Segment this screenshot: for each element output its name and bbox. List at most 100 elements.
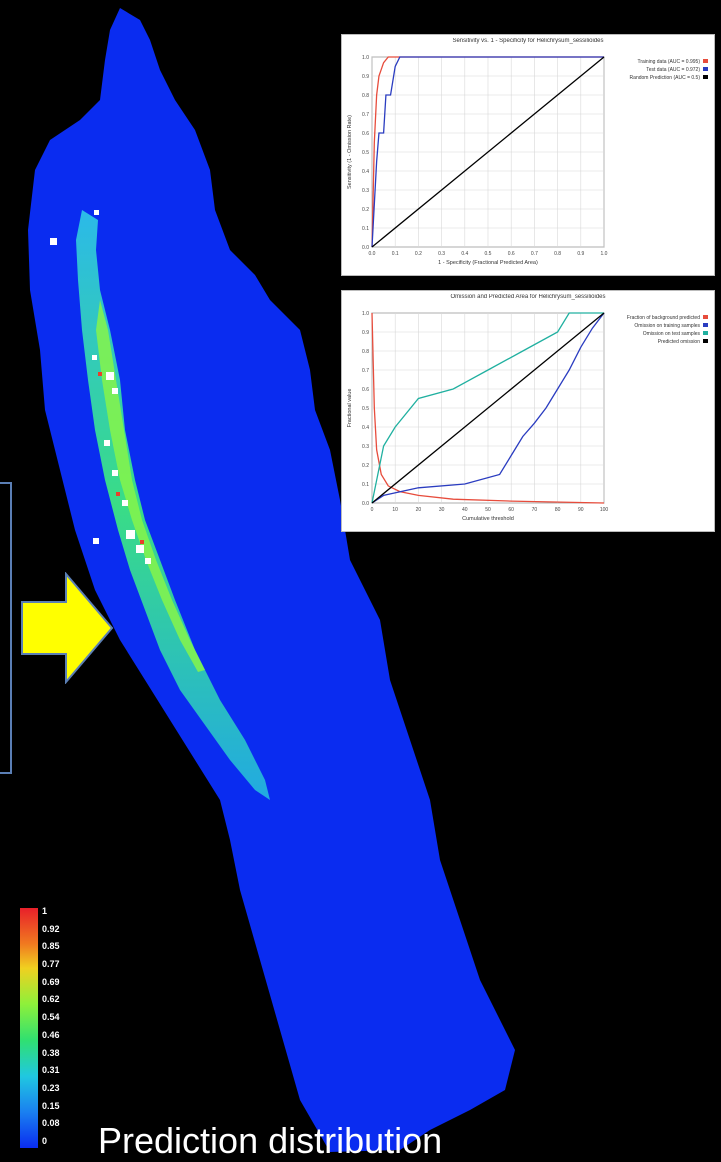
occurrence-point <box>104 440 110 446</box>
legend-entry: Predicted omission <box>658 339 700 345</box>
occurrence-point <box>126 530 135 539</box>
y-tick-label: 0.3 <box>362 188 369 194</box>
caption: Prediction distribution <box>98 1120 443 1161</box>
y-tick-label: 0.3 <box>362 444 369 450</box>
y-tick-label: 0.4 <box>362 169 369 175</box>
legend-entry: Omission on training samples <box>634 323 700 329</box>
y-tick-label: 0.7 <box>362 112 369 118</box>
scale-label: 0.69 <box>42 976 60 987</box>
x-tick-label: 0.4 <box>461 251 468 257</box>
series-line <box>371 56 604 248</box>
legend-swatch <box>703 331 708 335</box>
legend-entry: Omission on test samples <box>643 331 701 337</box>
legend-swatch <box>703 59 708 63</box>
x-tick-label: 80 <box>555 507 561 513</box>
occurrence-point <box>145 558 151 564</box>
scale-label: 0.31 <box>42 1065 60 1076</box>
color-scale-bar <box>20 908 38 1148</box>
scale-label: 0.77 <box>42 959 60 970</box>
habitat-core <box>96 300 205 672</box>
x-axis-label: Cumulative threshold <box>462 516 514 522</box>
roc-plot: 0.00.0 0.1 0.1 0.2 0.2 0.3 0.3 0.4 0.4 0.5 0.5 0.6 0… <box>347 55 708 266</box>
y-tick-label: 0.5 <box>362 406 369 412</box>
scale-label: 0.92 <box>42 923 60 934</box>
x-axis-label: 1 - Specificity (Fractional Predicted Ar… <box>438 260 538 266</box>
y-axis-label: Fractional value <box>347 389 353 428</box>
occurrence-points <box>50 210 151 564</box>
series-line <box>371 56 604 248</box>
scale-label: 0.54 <box>42 1012 60 1023</box>
scale-label: 1 <box>42 906 48 916</box>
occurrence-point <box>106 372 114 380</box>
occurrence-point <box>112 470 118 476</box>
scale-label: 0 <box>42 1136 48 1146</box>
x-tick-label: 70 <box>532 507 538 513</box>
omission-chart-title: Omission and Predicted Area for Helichry… <box>450 294 606 300</box>
omission-chart: Omission and Predicted Area for Helichry… <box>341 290 715 532</box>
occurrence-point <box>136 545 144 553</box>
x-tick-label: 0.9 <box>577 251 584 257</box>
series-line <box>371 312 605 504</box>
x-tick-label: 1.0 <box>601 251 608 257</box>
x-tick-label: 0.2 <box>415 251 422 257</box>
y-tick-label: 0.0 <box>362 501 369 507</box>
scale-label: 0.46 <box>42 1029 60 1040</box>
series-line <box>371 312 604 504</box>
y-tick-label: 0.7 <box>362 368 369 374</box>
scale-label: 0.23 <box>42 1082 60 1093</box>
y-tick-label: 0.2 <box>362 463 369 469</box>
hotspots <box>98 372 144 544</box>
y-tick-label: 0.9 <box>362 330 369 336</box>
scale-label: 0.38 <box>42 1047 60 1058</box>
x-tick-label: 0.6 <box>508 251 515 257</box>
occurrence-point <box>122 500 128 506</box>
x-tick-label: 40 <box>462 507 468 513</box>
y-tick-label: 0.4 <box>362 425 369 431</box>
x-tick-label: 0 <box>371 507 374 513</box>
y-tick-label: 0.0 <box>362 245 369 251</box>
x-tick-label: 0.8 <box>554 251 561 257</box>
x-tick-label: 90 <box>578 507 584 513</box>
hotspot <box>98 372 102 376</box>
occurrence-point <box>93 538 99 544</box>
x-tick-label: 30 <box>439 507 445 513</box>
y-tick-label: 0.8 <box>362 93 369 99</box>
y-tick-label: 0.1 <box>362 482 369 488</box>
suitable-habitat-band <box>76 210 270 800</box>
scale-label: 0.85 <box>42 941 60 952</box>
legend-entry: Fraction of background predicted <box>627 315 700 321</box>
occurrence-point <box>50 238 57 245</box>
x-tick-label: 10 <box>392 507 398 513</box>
y-tick-label: 0.6 <box>362 387 369 393</box>
roc-chart-title: Sensitivity vs. 1 - Specificity for Heli… <box>452 38 604 44</box>
region-shape <box>28 8 515 1152</box>
occurrence-point <box>112 388 118 394</box>
right-arrow-icon <box>21 572 114 684</box>
y-tick-label: 1.0 <box>362 55 369 61</box>
x-tick-label: 0.0 <box>369 251 376 257</box>
series-line <box>371 56 605 248</box>
x-tick-label: 20 <box>416 507 422 513</box>
scale-label: 0.62 <box>42 994 60 1005</box>
occurrence-point <box>94 210 99 215</box>
y-tick-label: 0.8 <box>362 349 369 355</box>
legend-swatch <box>703 339 708 343</box>
y-tick-label: 1.0 <box>362 311 369 317</box>
legend-swatch <box>703 75 708 79</box>
scale-label: 0.08 <box>42 1118 60 1129</box>
y-tick-label: 0.2 <box>362 207 369 213</box>
y-tick-label: 0.5 <box>362 150 369 156</box>
legend-entry: Random Prediction (AUC = 0.5) <box>630 75 701 81</box>
legend-entry: Training data (AUC = 0.995) <box>638 59 701 65</box>
legend-swatch <box>703 315 708 319</box>
legend-swatch <box>703 323 708 327</box>
y-tick-label: 0.6 <box>362 131 369 137</box>
hotspot <box>140 540 144 544</box>
x-tick-label: 0.5 <box>485 251 492 257</box>
series-line <box>371 312 605 504</box>
y-tick-label: 0.1 <box>362 226 369 232</box>
occurrence-point <box>92 355 97 360</box>
y-tick-label: 0.9 <box>362 74 369 80</box>
roc-chart: Sensitivity vs. 1 - Specificity for Heli… <box>341 34 715 276</box>
